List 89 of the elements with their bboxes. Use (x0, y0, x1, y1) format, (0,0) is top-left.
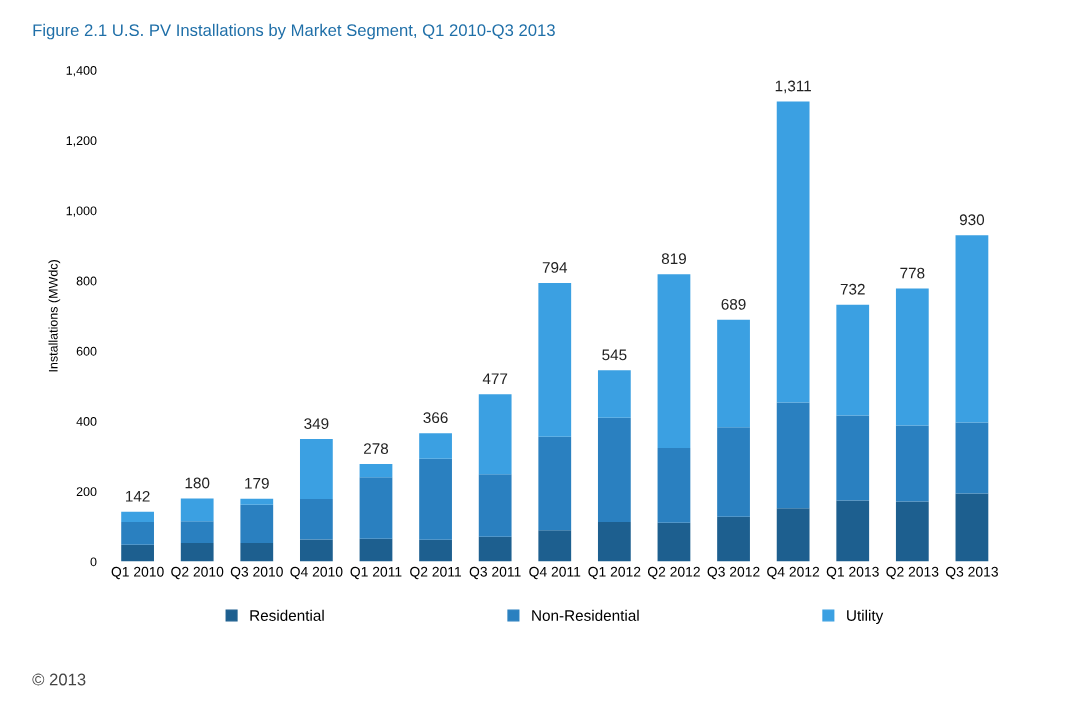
x-tick-label: Q4 2011 (529, 566, 581, 580)
bar (597, 521, 631, 562)
bar (895, 425, 929, 502)
bar (419, 433, 452, 459)
bar (180, 543, 214, 562)
legend-label: Utility (847, 609, 884, 624)
bar (657, 447, 691, 523)
x-tick-label: Q4 2012 (767, 566, 820, 580)
x-tick-label: Q2 2013 (886, 566, 939, 580)
total-label: 142 (126, 490, 150, 502)
bar (478, 394, 512, 475)
bar (121, 544, 154, 562)
y-tick-label: 800 (76, 276, 97, 286)
x-tick-label: Q1 2012 (588, 566, 641, 580)
x-tick-label: Q3 2013 (945, 566, 998, 580)
total-label: 794 (542, 262, 568, 273)
x-tick-label: Q1 2011 (350, 566, 402, 580)
bar (836, 500, 870, 562)
y-tick-label: 1,000 (66, 206, 97, 217)
bar (299, 539, 333, 562)
bar (299, 439, 333, 500)
bar (717, 516, 750, 562)
bar (657, 274, 691, 448)
legend-label: Residential (250, 609, 324, 621)
total-label: 477 (482, 373, 508, 384)
x-tick-label: Q1 2010 (111, 566, 164, 580)
bar (478, 474, 512, 537)
total-label: 278 (364, 443, 389, 454)
total-label: 349 (304, 418, 329, 430)
bar (717, 319, 750, 428)
bar (180, 521, 214, 543)
x-tick-label: Q3 2012 (707, 566, 760, 580)
bar (478, 536, 512, 562)
bar (419, 458, 452, 540)
legend-label: Non-Residential (532, 609, 639, 621)
bar (299, 499, 333, 540)
x-tick-label: Q2 2011 (410, 566, 462, 580)
total-label: 689 (721, 298, 746, 310)
bar (180, 498, 214, 522)
bar (895, 501, 929, 562)
total-label: 930 (959, 214, 985, 226)
bar (538, 282, 572, 437)
total-label: 180 (185, 477, 210, 489)
y-tick-label: 400 (76, 417, 97, 426)
y-tick-label: 1,400 (66, 66, 97, 77)
bar (597, 370, 631, 418)
bar (597, 417, 631, 522)
bar (776, 101, 810, 403)
bar (717, 427, 750, 517)
bar (776, 508, 810, 562)
total-label: 778 (900, 267, 925, 279)
bar (836, 304, 870, 416)
y-tick-label: 600 (76, 346, 97, 356)
total-label: 179 (245, 477, 269, 489)
bar (836, 415, 870, 501)
bar (538, 436, 572, 531)
bar (538, 530, 572, 562)
bar (955, 235, 989, 423)
bar (955, 493, 989, 562)
bar (419, 539, 452, 562)
bar (240, 498, 274, 505)
y-tick-label: 1,200 (66, 136, 97, 147)
total-label: 732 (840, 283, 865, 295)
x-tick-label: Q3 2010 (230, 566, 283, 580)
total-label: 366 (423, 412, 448, 424)
bar (359, 538, 393, 562)
chart-title: Figure 2.1 U.S. PV Installations by Market Segment, Q1 2010-Q3 2013 (33, 23, 555, 40)
text: © 2013 (32, 673, 86, 686)
bar (776, 402, 810, 509)
y-axis-title: Installations (MWdc) (48, 260, 61, 372)
x-tick-label: Q3 2011 (469, 566, 521, 580)
bar (240, 543, 274, 562)
x-tick-label: Q4 2010 (290, 566, 343, 580)
bar (955, 422, 989, 494)
y-tick-label: 200 (76, 487, 97, 497)
x-tick-label: Q1 2013 (826, 566, 879, 580)
x-tick-label: Q2 2010 (171, 566, 224, 580)
total-label: 1,311 (775, 80, 811, 94)
bar (895, 288, 929, 426)
bar (359, 464, 393, 478)
x-tick-label: Q2 2012 (647, 566, 700, 580)
bar (359, 477, 393, 539)
total-label: 819 (661, 253, 686, 265)
bar (121, 511, 154, 522)
bar (121, 521, 154, 545)
y-tick-label: 0 (90, 557, 97, 567)
total-label: 545 (602, 349, 627, 361)
bar (657, 522, 691, 562)
bar (240, 504, 274, 543)
